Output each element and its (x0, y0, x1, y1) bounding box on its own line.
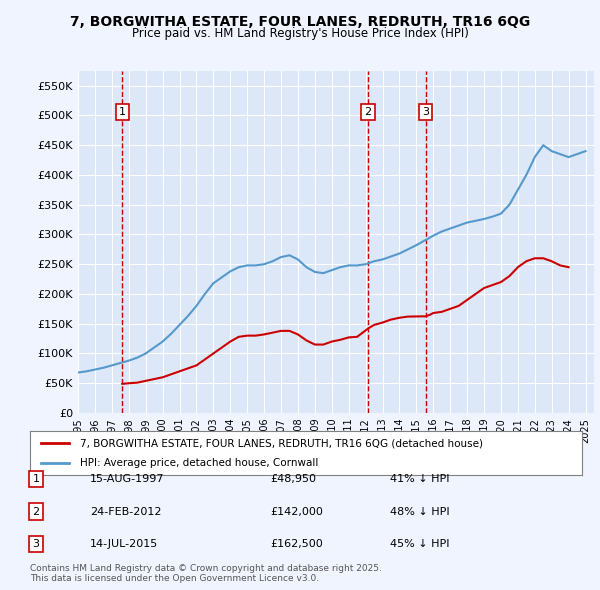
Text: 1: 1 (119, 107, 126, 117)
Text: £48,950: £48,950 (270, 474, 316, 484)
Text: 1: 1 (32, 474, 40, 484)
Text: 14-JUL-2015: 14-JUL-2015 (90, 539, 158, 549)
Text: HPI: Average price, detached house, Cornwall: HPI: Average price, detached house, Corn… (80, 458, 318, 467)
Text: 24-FEB-2012: 24-FEB-2012 (90, 507, 161, 516)
Text: 48% ↓ HPI: 48% ↓ HPI (390, 507, 449, 516)
Text: Price paid vs. HM Land Registry's House Price Index (HPI): Price paid vs. HM Land Registry's House … (131, 27, 469, 40)
Text: £142,000: £142,000 (270, 507, 323, 516)
Text: £162,500: £162,500 (270, 539, 323, 549)
Text: 7, BORGWITHA ESTATE, FOUR LANES, REDRUTH, TR16 6QG: 7, BORGWITHA ESTATE, FOUR LANES, REDRUTH… (70, 15, 530, 29)
Text: 7, BORGWITHA ESTATE, FOUR LANES, REDRUTH, TR16 6QG (detached house): 7, BORGWITHA ESTATE, FOUR LANES, REDRUTH… (80, 438, 482, 448)
Text: 3: 3 (32, 539, 40, 549)
Text: 2: 2 (365, 107, 372, 117)
Text: 41% ↓ HPI: 41% ↓ HPI (390, 474, 449, 484)
Text: 2: 2 (32, 507, 40, 516)
Text: 15-AUG-1997: 15-AUG-1997 (90, 474, 164, 484)
Text: Contains HM Land Registry data © Crown copyright and database right 2025.
This d: Contains HM Land Registry data © Crown c… (30, 563, 382, 583)
Text: 45% ↓ HPI: 45% ↓ HPI (390, 539, 449, 549)
Text: 3: 3 (422, 107, 429, 117)
